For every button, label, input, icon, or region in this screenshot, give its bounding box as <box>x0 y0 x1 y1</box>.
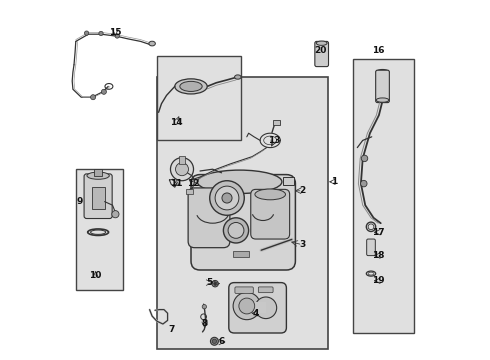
FancyBboxPatch shape <box>251 189 290 239</box>
FancyBboxPatch shape <box>84 174 112 219</box>
Text: 15: 15 <box>109 28 122 37</box>
Text: 19: 19 <box>372 276 385 285</box>
Bar <box>179 156 185 164</box>
Text: 10: 10 <box>89 271 102 280</box>
Circle shape <box>115 34 120 38</box>
FancyBboxPatch shape <box>191 175 295 270</box>
Circle shape <box>361 155 368 162</box>
Text: 7: 7 <box>168 325 174 334</box>
FancyBboxPatch shape <box>376 70 390 103</box>
Text: 13: 13 <box>268 136 280 145</box>
Circle shape <box>212 339 217 343</box>
Text: 16: 16 <box>372 46 385 55</box>
Circle shape <box>210 337 219 345</box>
Bar <box>353 59 414 333</box>
Circle shape <box>175 163 189 176</box>
Bar <box>233 251 248 257</box>
Circle shape <box>255 297 277 319</box>
Circle shape <box>84 31 89 35</box>
Bar <box>157 56 242 140</box>
FancyBboxPatch shape <box>188 188 230 248</box>
Circle shape <box>112 211 119 218</box>
Circle shape <box>222 193 232 203</box>
Text: 4: 4 <box>253 309 259 318</box>
FancyBboxPatch shape <box>315 41 328 67</box>
Text: 3: 3 <box>299 240 306 249</box>
Circle shape <box>223 218 248 243</box>
Circle shape <box>214 282 217 285</box>
Text: 20: 20 <box>315 46 327 55</box>
Text: 6: 6 <box>219 338 225 346</box>
Text: 5: 5 <box>206 278 212 287</box>
Bar <box>247 302 266 313</box>
Circle shape <box>99 31 103 36</box>
FancyBboxPatch shape <box>229 283 286 333</box>
Circle shape <box>210 181 245 215</box>
Circle shape <box>361 180 367 187</box>
Ellipse shape <box>255 189 286 200</box>
Circle shape <box>215 186 239 210</box>
Ellipse shape <box>87 172 109 179</box>
Bar <box>92 187 104 209</box>
FancyBboxPatch shape <box>367 239 375 256</box>
Text: 1: 1 <box>331 177 338 186</box>
Bar <box>186 189 193 194</box>
Text: 9: 9 <box>76 197 83 206</box>
Bar <box>157 77 328 349</box>
Ellipse shape <box>316 41 327 45</box>
Ellipse shape <box>149 41 155 46</box>
Text: 8: 8 <box>201 320 208 328</box>
Text: 17: 17 <box>372 228 385 237</box>
Text: 11: 11 <box>171 179 183 188</box>
Text: 12: 12 <box>187 179 199 188</box>
Ellipse shape <box>376 98 389 102</box>
Text: 14: 14 <box>171 118 183 127</box>
FancyBboxPatch shape <box>258 287 273 293</box>
FancyBboxPatch shape <box>235 287 253 293</box>
Bar <box>76 169 122 290</box>
Text: 2: 2 <box>299 186 306 195</box>
Ellipse shape <box>197 170 282 194</box>
Circle shape <box>101 89 106 94</box>
Circle shape <box>202 305 206 309</box>
Bar <box>273 120 280 125</box>
Ellipse shape <box>180 81 202 91</box>
Text: 18: 18 <box>372 251 385 260</box>
Circle shape <box>91 95 96 100</box>
Circle shape <box>233 292 261 320</box>
Circle shape <box>239 298 255 314</box>
Ellipse shape <box>175 79 207 94</box>
Circle shape <box>171 158 194 181</box>
Ellipse shape <box>376 69 389 75</box>
Circle shape <box>212 280 219 287</box>
Bar <box>94 169 102 176</box>
Ellipse shape <box>235 75 241 79</box>
Bar <box>283 177 294 185</box>
Circle shape <box>228 222 244 238</box>
